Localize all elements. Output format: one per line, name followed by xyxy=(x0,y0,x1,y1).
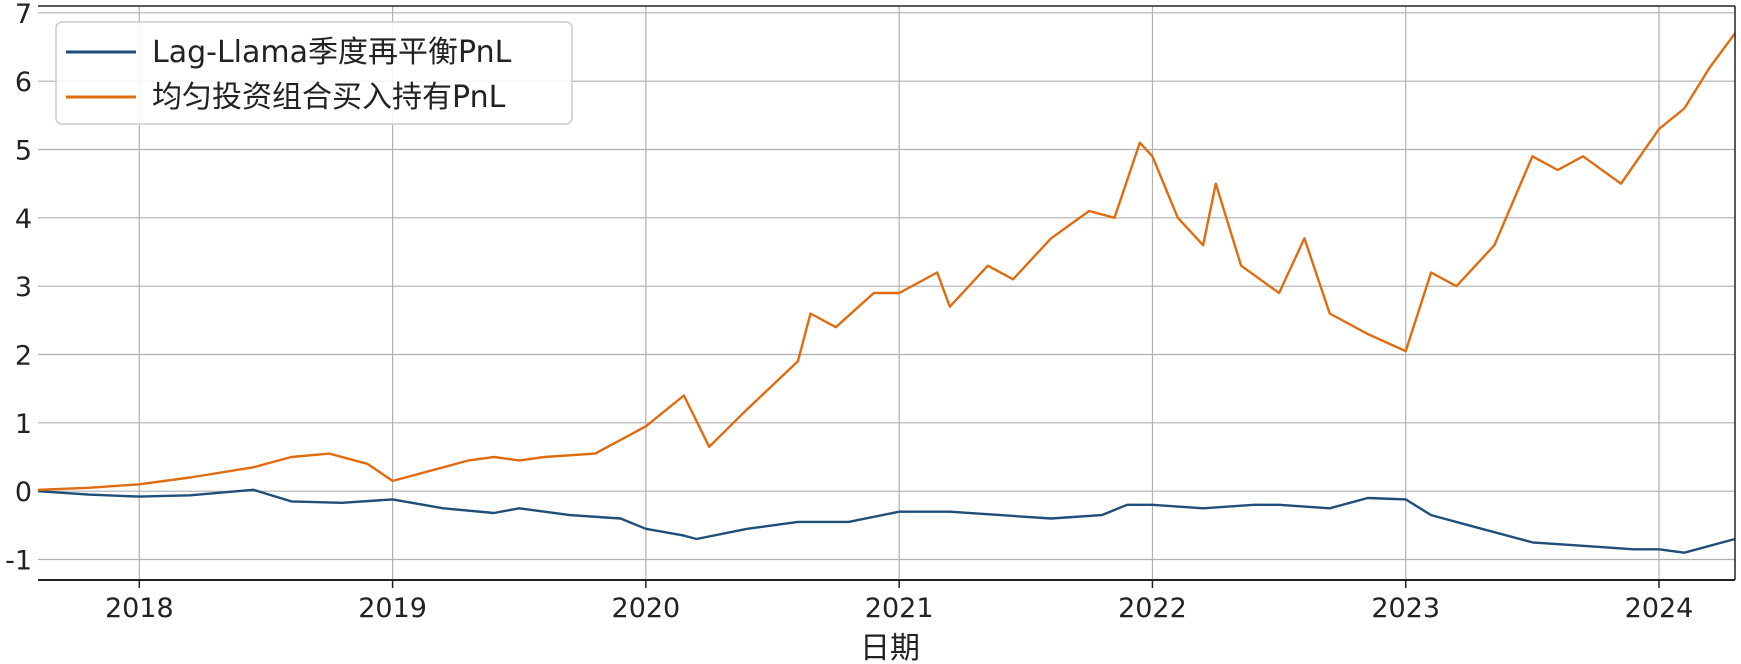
y-tick-label-5: 4 xyxy=(15,204,32,235)
legend-label-series-2: 均匀投资组合买入持有PnL xyxy=(152,80,506,115)
series-line-2 xyxy=(37,32,1736,491)
legend-label-series-1: Lag-Llama季度再平衡PnL xyxy=(152,35,512,70)
series-line-1 xyxy=(37,488,1736,554)
y-tick-label-8: 7 xyxy=(15,0,32,30)
x-tick-label-2021: 2021 xyxy=(865,593,934,624)
x-tick-label-2019: 2019 xyxy=(358,593,427,624)
series-lines xyxy=(37,32,1736,554)
legend-box xyxy=(55,21,573,125)
y-tick-label-7: 6 xyxy=(15,67,32,98)
x-tick-label-2022: 2022 xyxy=(1118,593,1187,624)
x-tick-label-2018: 2018 xyxy=(105,593,174,624)
x-axis-label: 日期 xyxy=(860,631,920,664)
axes-frame xyxy=(38,5,1736,588)
grid-lines xyxy=(38,6,1735,580)
y-tick-label-0: -1 xyxy=(5,546,32,577)
x-tick-label-2020: 2020 xyxy=(612,593,681,624)
x-tick-label-2023: 2023 xyxy=(1371,593,1440,624)
watermark: 掘金技术社区 @ 拓端tecdat xyxy=(1442,621,1725,646)
y-tick-label-6: 5 xyxy=(15,136,32,167)
x-tick-label-2024: 2024 xyxy=(1625,593,1694,624)
y-tick-label-4: 3 xyxy=(15,272,32,303)
legend: Lag-Llama季度再平衡PnL 均匀投资组合买入持有PnL xyxy=(55,21,573,125)
y-tick-label-2: 1 xyxy=(15,409,32,440)
tick-labels: 2018 2019 2020 2021 2022 2023 2024 -1 0 1 2 3 4 5 6 7 xyxy=(5,0,1693,624)
y-tick-label-3: 2 xyxy=(15,341,32,372)
y-tick-label-1: 0 xyxy=(15,477,32,508)
